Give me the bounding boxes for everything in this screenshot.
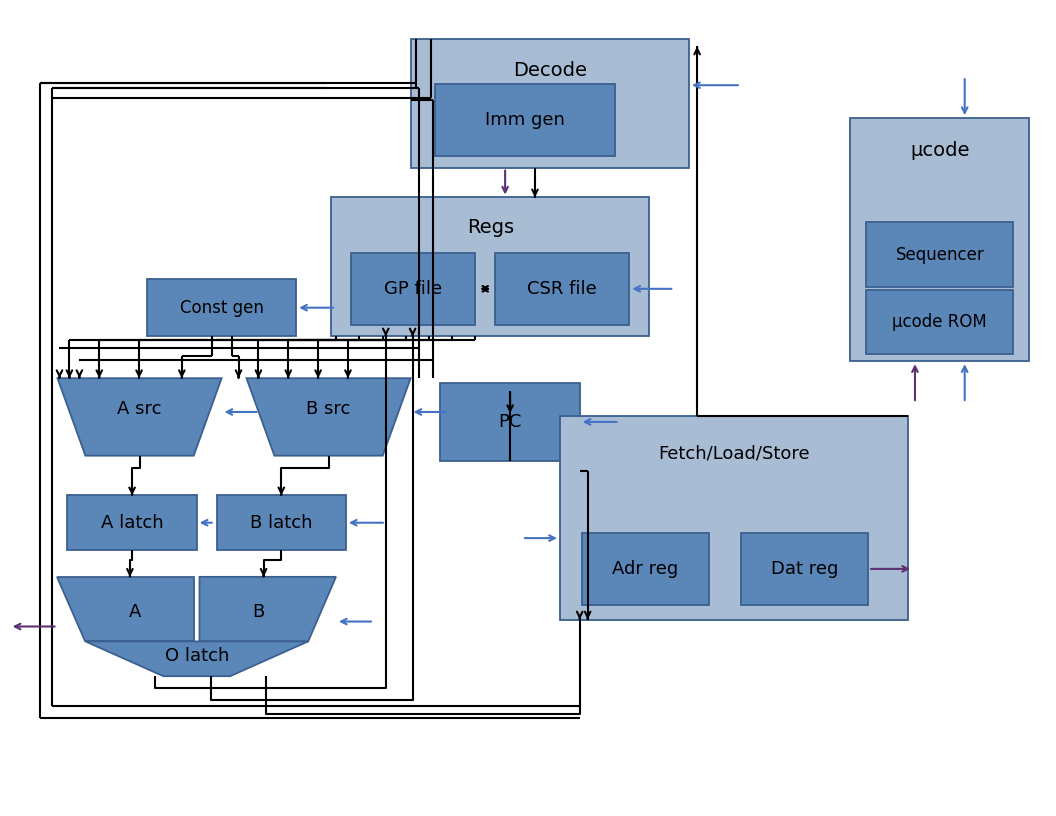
Text: B latch: B latch <box>250 514 313 532</box>
Text: Const gen: Const gen <box>180 299 264 317</box>
FancyBboxPatch shape <box>495 253 629 325</box>
Text: Fetch/Load/Store: Fetch/Load/Store <box>658 445 810 463</box>
Polygon shape <box>200 577 336 641</box>
Text: A src: A src <box>117 400 162 418</box>
Text: A latch: A latch <box>100 514 164 532</box>
FancyBboxPatch shape <box>435 84 615 156</box>
FancyBboxPatch shape <box>147 279 297 336</box>
Text: PC: PC <box>498 413 522 431</box>
Text: B: B <box>252 602 264 621</box>
FancyBboxPatch shape <box>216 495 346 550</box>
FancyBboxPatch shape <box>68 495 196 550</box>
Text: Regs: Regs <box>467 218 514 237</box>
Polygon shape <box>57 378 222 455</box>
Polygon shape <box>57 577 194 641</box>
FancyBboxPatch shape <box>850 118 1030 361</box>
Text: B src: B src <box>306 400 351 418</box>
Text: μcode ROM: μcode ROM <box>892 313 987 331</box>
Polygon shape <box>246 378 411 455</box>
Text: Dat reg: Dat reg <box>771 560 838 578</box>
Text: CSR file: CSR file <box>527 280 598 298</box>
FancyBboxPatch shape <box>866 222 1014 287</box>
Text: Imm gen: Imm gen <box>485 111 565 129</box>
FancyBboxPatch shape <box>331 197 649 336</box>
FancyBboxPatch shape <box>582 533 709 605</box>
FancyBboxPatch shape <box>560 416 908 619</box>
Text: Decode: Decode <box>513 61 587 80</box>
Polygon shape <box>86 641 308 676</box>
Text: μcode: μcode <box>910 141 969 160</box>
Text: A: A <box>129 602 142 621</box>
Text: GP file: GP file <box>384 280 442 298</box>
Text: Sequencer: Sequencer <box>895 246 984 264</box>
FancyBboxPatch shape <box>351 253 475 325</box>
FancyBboxPatch shape <box>866 290 1014 354</box>
Text: Adr reg: Adr reg <box>612 560 679 578</box>
FancyBboxPatch shape <box>411 38 690 167</box>
Text: O latch: O latch <box>165 647 229 665</box>
FancyBboxPatch shape <box>440 384 580 461</box>
FancyBboxPatch shape <box>741 533 868 605</box>
